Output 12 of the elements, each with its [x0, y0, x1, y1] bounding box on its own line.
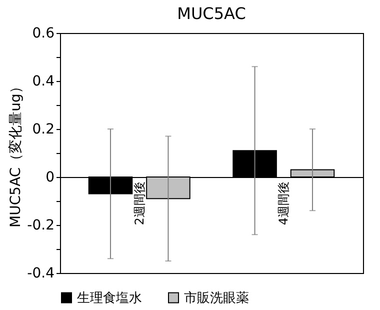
x-tick-label: 2週間後	[132, 182, 146, 226]
y-axis-title: MUC5AC（変化量ug）	[8, 80, 24, 228]
legend-label: 生理食塩水	[77, 290, 142, 306]
chart-title: MUC5AC	[177, 4, 246, 23]
y-tick-label: -0.2	[27, 218, 54, 234]
y-tick-label: -0.4	[27, 266, 55, 282]
y-tick-label: 0.4	[32, 74, 55, 90]
x-tick-label: 4週間後	[276, 182, 291, 226]
y-tick-label: 0.2	[32, 122, 54, 138]
y-tick-label: 0.6	[32, 26, 55, 42]
y-tick-label: 0	[46, 170, 54, 186]
legend-label: 市販洗眼薬	[184, 290, 249, 306]
